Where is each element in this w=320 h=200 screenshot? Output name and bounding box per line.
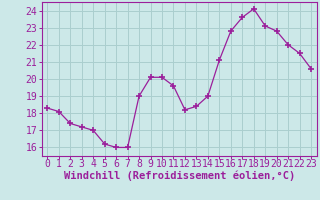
X-axis label: Windchill (Refroidissement éolien,°C): Windchill (Refroidissement éolien,°C): [64, 170, 295, 181]
